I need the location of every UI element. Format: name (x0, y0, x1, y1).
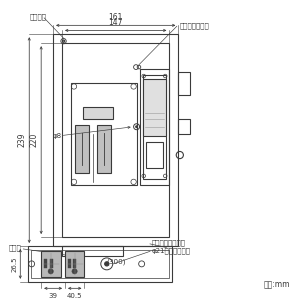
Text: フード: フード (8, 245, 21, 251)
Bar (75, 125, 89, 173)
Text: コンセントカバー: コンセントカバー (152, 240, 185, 246)
Bar (50, 259, 52, 268)
Text: 単位:mm: 単位:mm (264, 280, 290, 289)
Bar (65, 251, 84, 277)
Text: 147: 147 (109, 18, 123, 27)
Text: 39: 39 (49, 293, 58, 299)
Circle shape (72, 268, 77, 274)
Text: 239: 239 (18, 133, 27, 147)
Bar (62, 246, 123, 256)
Bar (97, 125, 111, 173)
Bar (68, 259, 71, 268)
Bar (83, 107, 113, 119)
Text: 161: 161 (109, 13, 123, 22)
Bar (62, 43, 170, 237)
Circle shape (62, 40, 65, 42)
Text: 40.5: 40.5 (67, 293, 83, 299)
Text: (300): (300) (106, 258, 125, 265)
Bar (28, 246, 172, 282)
Text: 施錠用穴: 施錠用穴 (29, 13, 46, 20)
Bar (74, 259, 76, 268)
Bar (178, 72, 190, 95)
Text: 220: 220 (30, 133, 39, 147)
Bar (41, 251, 61, 277)
Bar (143, 79, 166, 136)
Bar (142, 74, 167, 179)
Circle shape (136, 126, 137, 127)
Bar (146, 142, 164, 169)
Circle shape (105, 262, 109, 266)
Text: 26.5: 26.5 (12, 256, 18, 272)
Bar (31, 250, 169, 278)
Bar (44, 259, 47, 268)
Text: φ21ノックアウト: φ21ノックアウト (152, 247, 190, 254)
Circle shape (48, 268, 53, 274)
Bar (140, 69, 169, 185)
Text: 電源表示ランプ: 電源表示ランプ (180, 22, 210, 28)
Bar (71, 83, 136, 185)
Bar (178, 119, 190, 134)
Text: φ8: φ8 (53, 133, 62, 139)
Bar (53, 34, 178, 246)
